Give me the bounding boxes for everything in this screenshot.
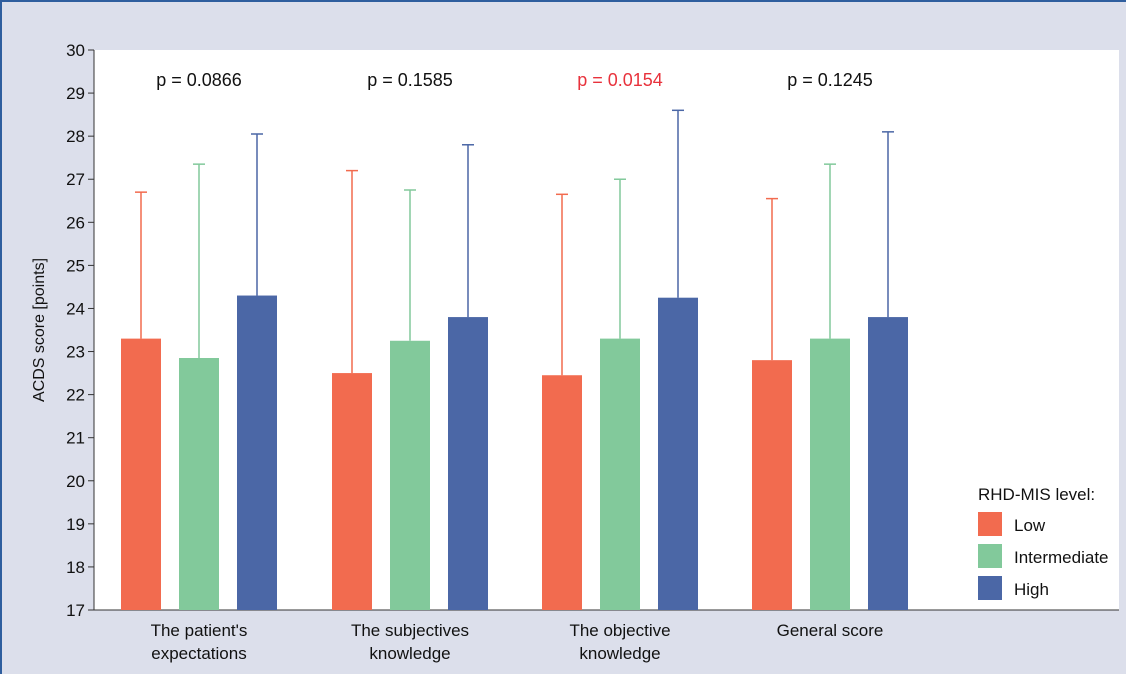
y-tick-label: 20 xyxy=(66,472,85,491)
p-value-label: p = 0.0154 xyxy=(577,70,663,90)
bar-low xyxy=(332,373,372,610)
category-label: The subjectives xyxy=(351,621,469,640)
category-labels: The patient's expectations The subjectives… xyxy=(151,621,884,663)
bar-high xyxy=(448,317,488,610)
y-tick-label: 25 xyxy=(66,256,85,275)
y-tick-label: 18 xyxy=(66,558,85,577)
bar-intermediate xyxy=(810,338,850,610)
y-tick-label: 29 xyxy=(66,84,85,103)
legend-label-high: High xyxy=(1014,580,1049,599)
legend-label-low: Low xyxy=(1014,516,1046,535)
category-label: The patient's xyxy=(151,621,248,640)
bar-high xyxy=(868,317,908,610)
legend: RHD-MIS level: Low Intermediate High xyxy=(978,485,1109,600)
y-tick-label: 30 xyxy=(66,41,85,60)
category-label: General score xyxy=(777,621,884,640)
y-tick-label: 28 xyxy=(66,127,85,146)
y-tick-label: 19 xyxy=(66,515,85,534)
y-tick-label: 26 xyxy=(66,213,85,232)
bar-low xyxy=(121,338,161,610)
y-tick-label: 24 xyxy=(66,299,85,318)
p-value-label: p = 0.1245 xyxy=(787,70,873,90)
category-label: knowledge xyxy=(369,644,450,663)
legend-label-intermediate: Intermediate xyxy=(1014,548,1109,567)
bar-high xyxy=(658,297,698,610)
y-tick-label: 21 xyxy=(66,429,85,448)
bar-intermediate xyxy=(179,358,219,610)
bar-high xyxy=(237,295,277,610)
bar-intermediate xyxy=(600,338,640,610)
y-tick-label: 17 xyxy=(66,601,85,620)
legend-swatch-high xyxy=(978,576,1002,600)
category-label: knowledge xyxy=(579,644,660,663)
category-label: expectations xyxy=(151,644,246,663)
legend-swatch-intermediate xyxy=(978,544,1002,568)
p-value-label: p = 0.0866 xyxy=(156,70,242,90)
p-value-label: p = 0.1585 xyxy=(367,70,453,90)
legend-swatch-low xyxy=(978,512,1002,536)
y-tick-label: 23 xyxy=(66,343,85,362)
bars xyxy=(121,295,908,610)
category-label: The objective xyxy=(569,621,670,640)
bar-intermediate xyxy=(390,340,430,610)
error-bars xyxy=(135,109,894,376)
legend-title: RHD-MIS level: xyxy=(978,485,1095,504)
bar-low xyxy=(542,375,582,610)
p-values: p = 0.0866 p = 0.1585 p = 0.0154 p = 0.1245 xyxy=(156,70,873,90)
y-tick-label: 27 xyxy=(66,170,85,189)
bar-low xyxy=(752,360,792,610)
y-tick-label: 22 xyxy=(66,386,85,405)
y-axis-label: ACDS score [points] xyxy=(31,258,48,402)
